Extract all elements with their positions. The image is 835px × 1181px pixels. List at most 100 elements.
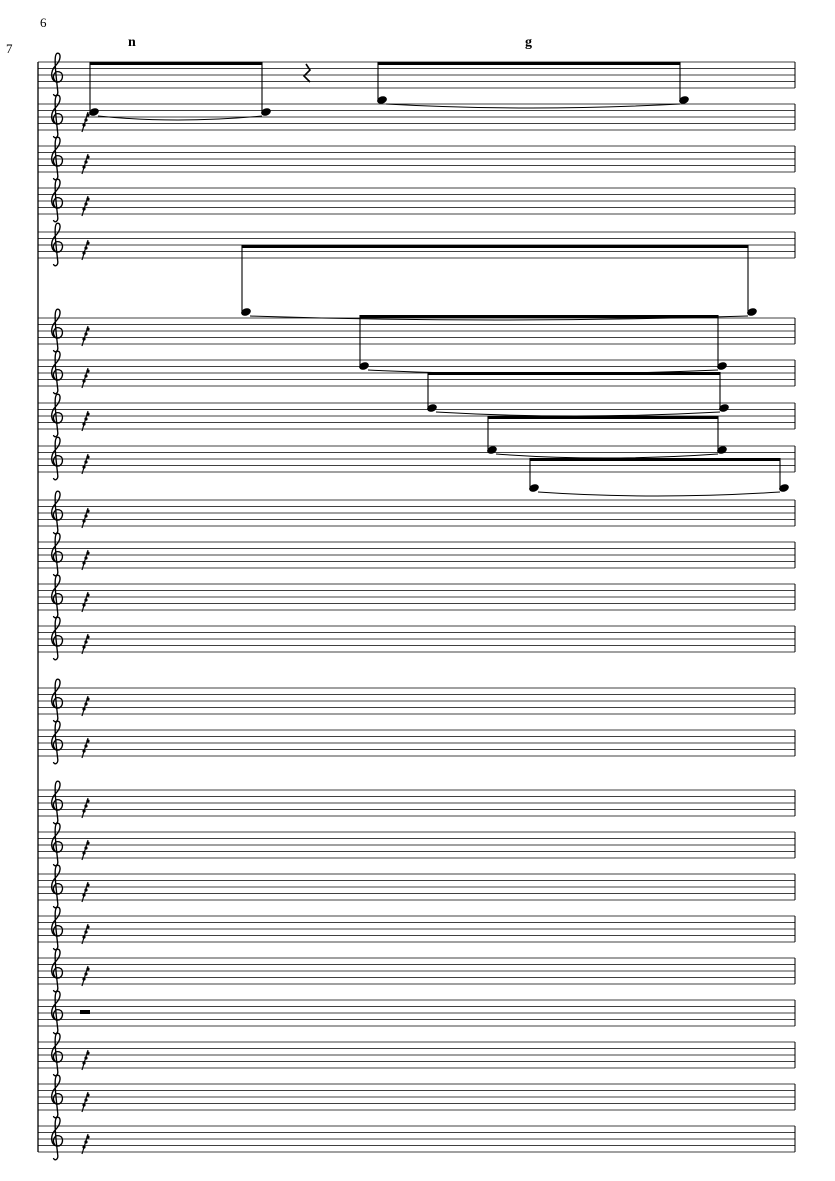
rest-flag bbox=[84, 972, 88, 976]
rest-flag bbox=[84, 202, 88, 206]
rest-flag bbox=[82, 165, 86, 169]
rest-flag bbox=[82, 422, 86, 426]
notehead bbox=[89, 108, 99, 116]
rest-flag bbox=[84, 332, 88, 336]
beam bbox=[242, 245, 748, 248]
rest-flag bbox=[86, 1093, 90, 1097]
notehead bbox=[719, 404, 729, 412]
tie bbox=[495, 453, 719, 459]
notehead bbox=[679, 96, 689, 104]
rest-flag bbox=[82, 123, 86, 127]
beam bbox=[428, 372, 720, 375]
notehead bbox=[717, 446, 727, 454]
notehead bbox=[529, 484, 539, 492]
rest-flag bbox=[82, 645, 86, 649]
rest-flag bbox=[82, 935, 86, 939]
rest-flag bbox=[82, 1103, 86, 1107]
notehead bbox=[427, 404, 437, 412]
treble-clef bbox=[51, 222, 64, 267]
rest-flag bbox=[82, 465, 86, 469]
treble-clef bbox=[51, 780, 64, 825]
notehead bbox=[747, 308, 757, 316]
rest-flag bbox=[84, 374, 88, 378]
notehead bbox=[241, 308, 251, 316]
treble-clef bbox=[51, 1116, 64, 1161]
treble-clef bbox=[51, 1032, 64, 1077]
rest-flag bbox=[84, 556, 88, 560]
rest-flag bbox=[82, 749, 86, 753]
treble-clef bbox=[51, 864, 64, 909]
rest-flag bbox=[86, 455, 90, 459]
page-number: 6 bbox=[40, 15, 47, 30]
treble-clef bbox=[51, 822, 64, 867]
beam bbox=[378, 62, 680, 65]
rest-flag bbox=[84, 160, 88, 164]
rest-flag bbox=[82, 893, 86, 897]
rest-flag bbox=[82, 1061, 86, 1065]
rest-flag bbox=[86, 697, 90, 701]
treble-clef bbox=[51, 948, 64, 993]
rest-flag bbox=[86, 1135, 90, 1139]
rest-flag bbox=[86, 925, 90, 929]
rest-flag bbox=[84, 930, 88, 934]
notehead bbox=[261, 108, 271, 116]
rest-flag bbox=[82, 561, 86, 565]
rest-flag bbox=[84, 514, 88, 518]
rest-flag bbox=[84, 888, 88, 892]
rest bbox=[302, 63, 312, 83]
staff-system bbox=[37, 52, 796, 1161]
rest-flag bbox=[84, 598, 88, 602]
rest-flag bbox=[82, 337, 86, 341]
treble-clef bbox=[51, 52, 64, 97]
rehearsal-mark: n bbox=[128, 35, 136, 50]
rest-flag bbox=[86, 551, 90, 555]
treble-clef bbox=[51, 393, 64, 438]
rest-flag bbox=[86, 635, 90, 639]
treble-clef bbox=[51, 1074, 64, 1119]
treble-clef bbox=[51, 436, 64, 481]
treble-clef bbox=[51, 574, 64, 619]
rest-flag bbox=[84, 702, 88, 706]
rest-flag bbox=[86, 841, 90, 845]
rest-flag bbox=[82, 707, 86, 711]
treble-clef bbox=[51, 990, 64, 1035]
rest-flag bbox=[86, 799, 90, 803]
rest-flag bbox=[82, 1145, 86, 1149]
tie bbox=[435, 411, 721, 417]
treble-clef bbox=[51, 350, 64, 395]
rest-flag bbox=[84, 1140, 88, 1144]
rest-flag bbox=[82, 519, 86, 523]
treble-clef bbox=[51, 94, 64, 139]
rest-flag bbox=[82, 851, 86, 855]
notation bbox=[80, 62, 789, 1155]
treble-clef bbox=[51, 616, 64, 661]
notehead bbox=[487, 446, 497, 454]
rest-flag bbox=[86, 967, 90, 971]
tie bbox=[537, 491, 781, 497]
rest-flag bbox=[82, 251, 86, 255]
notehead bbox=[717, 362, 727, 370]
beam bbox=[488, 416, 718, 419]
treble-clef bbox=[51, 678, 64, 723]
rest-flag bbox=[86, 327, 90, 331]
rest-flag bbox=[86, 739, 90, 743]
measure-number: 7 bbox=[6, 41, 13, 56]
rest-flag bbox=[84, 744, 88, 748]
notehead bbox=[779, 484, 789, 492]
rest-flag bbox=[82, 207, 86, 211]
rest-flag bbox=[84, 846, 88, 850]
treble-clef bbox=[51, 532, 64, 577]
rest-flag bbox=[86, 113, 90, 117]
treble-clef bbox=[51, 906, 64, 951]
rest-flag bbox=[82, 809, 86, 813]
rest-flag bbox=[84, 118, 88, 122]
rest-flag bbox=[86, 593, 90, 597]
treble-clef bbox=[51, 178, 64, 223]
rest-flag bbox=[86, 412, 90, 416]
tie bbox=[385, 103, 681, 109]
rest-flag bbox=[82, 977, 86, 981]
whole-rest bbox=[80, 1010, 90, 1014]
rest-flag bbox=[84, 1098, 88, 1102]
notehead bbox=[359, 362, 369, 370]
